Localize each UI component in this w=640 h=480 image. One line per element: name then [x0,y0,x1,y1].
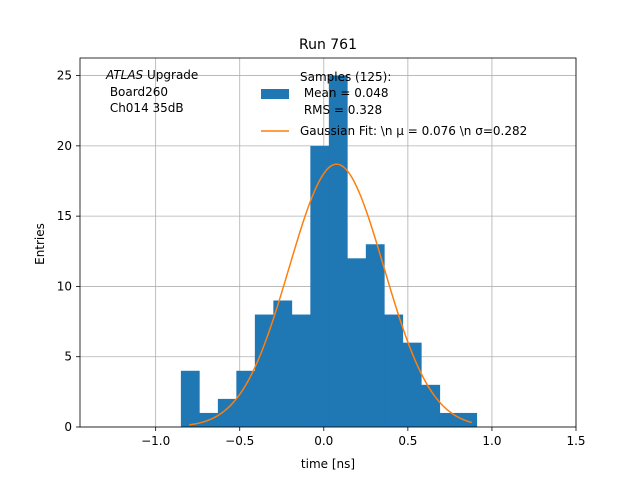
histogram-bar [254,314,274,427]
legend-samples-mean: Mean = 0.048 [300,86,389,100]
y-tick-label: 20 [57,139,72,153]
plot-frame [79,57,577,428]
legend: Samples (125): Mean = 0.048 RMS = 0.328 … [261,70,527,138]
histogram-bar [328,75,348,428]
chart-title: Run 761 [299,37,357,53]
legend-samples-label: Samples (125): [300,70,391,84]
y-axis-ticks: 0 5 10 15 20 25 [57,69,80,434]
y-tick-label: 15 [57,209,72,223]
y-tick-label: 0 [64,420,72,434]
annotation-channel: Ch014 35dB [106,101,184,115]
x-axis-label: time [ns] [301,457,355,471]
y-tick-label: 25 [57,69,72,83]
x-tick-label: 0.5 [398,434,417,448]
x-tick-label: 1.0 [482,434,501,448]
legend-samples-swatch [261,89,289,99]
y-tick-label: 10 [57,279,72,293]
atlas-label: ATLAS [105,68,144,82]
atlas-annotation: ATLAS Upgrade Board260 Ch014 35dB [105,68,198,115]
histogram-bar [421,384,441,427]
histogram-bar [180,370,200,427]
histogram-bar [273,300,293,427]
x-axis-ticks: −1.0 −0.5 0.0 0.5 1.0 1.5 [141,427,586,448]
histogram-bar [217,398,237,427]
annotation-upgrade: Upgrade [143,68,198,82]
annotation-line-1: ATLAS Upgrade [105,68,198,82]
histogram-bar [365,244,385,427]
legend-samples-rms: RMS = 0.328 [300,103,382,117]
histogram-bar [384,314,404,427]
histogram-bar [347,258,367,427]
histogram-bar [236,370,256,427]
legend-fit-label: Gaussian Fit: \n μ = 0.076 \n σ=0.282 [300,124,527,138]
histogram-bar [458,412,478,427]
y-axis-label: Entries [33,223,47,265]
x-tick-label: −1.0 [141,434,170,448]
histogram-bars [180,75,478,428]
annotation-board: Board260 [106,85,168,99]
x-tick-label: 1.5 [566,434,585,448]
y-tick-label: 5 [64,350,72,364]
gaussian-fit-curve [189,163,472,426]
histogram-bar [310,145,330,427]
histogram-bar [439,412,459,427]
histogram-bar [291,314,311,427]
x-tick-label: −0.5 [225,434,254,448]
x-tick-label: 0.0 [314,434,333,448]
